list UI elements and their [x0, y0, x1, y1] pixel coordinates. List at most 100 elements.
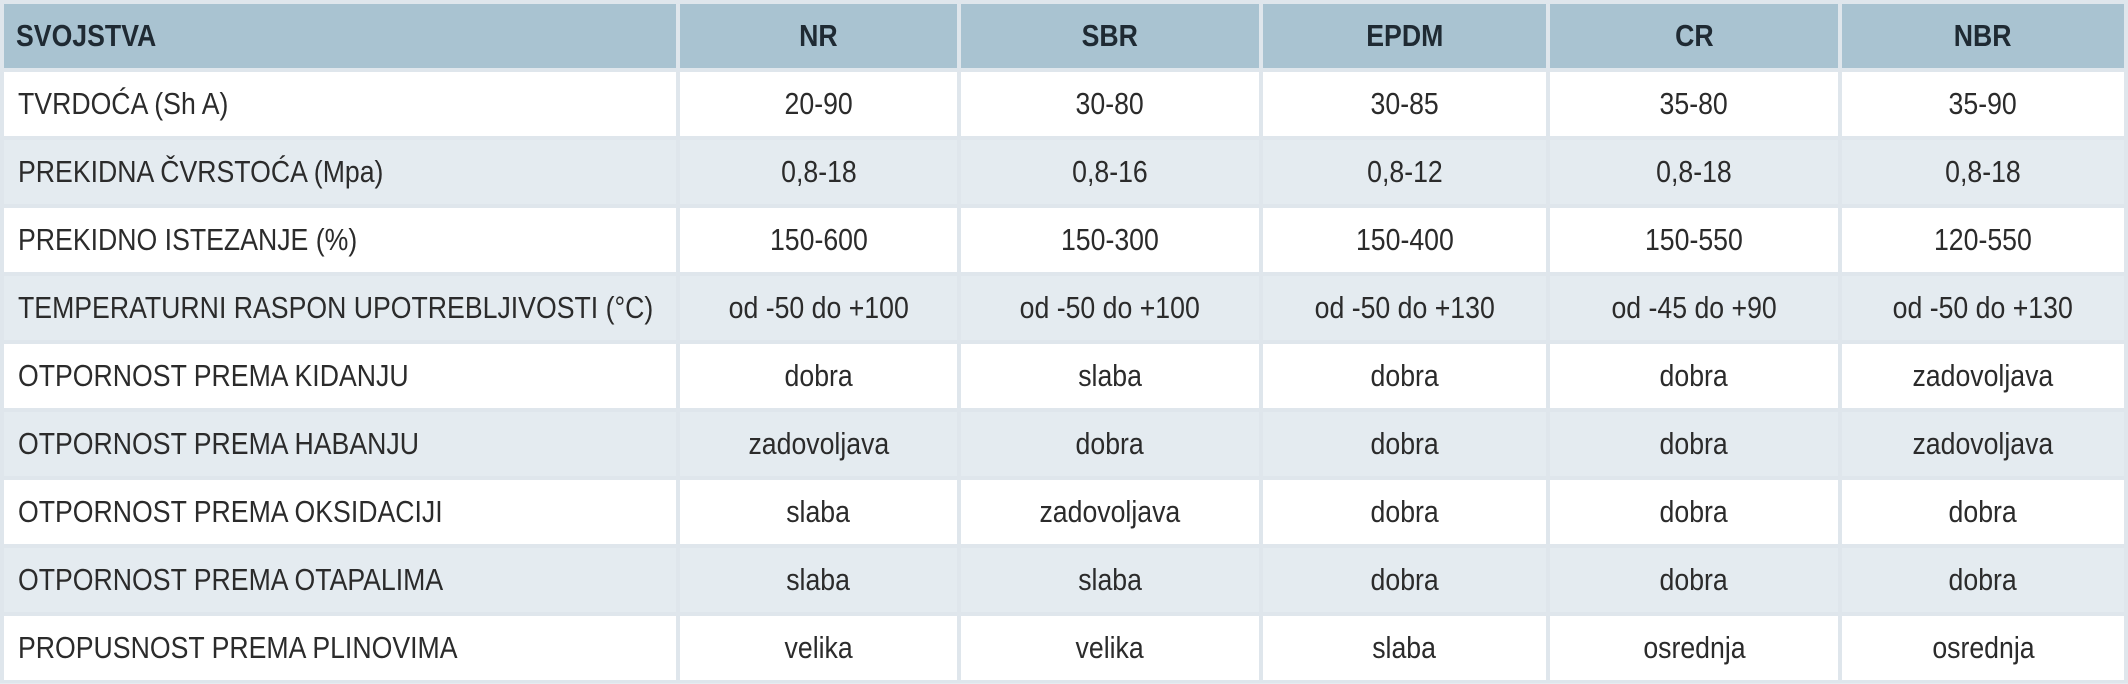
property-name-cell: PREKIDNO ISTEZANJE (%) — [4, 208, 676, 272]
table-row: OTPORNOST PREMA OTAPALIMA slaba slaba dobra… — [4, 548, 2124, 612]
property-value-cell: 0,8-12 — [1263, 140, 1546, 204]
property-value-text: dobra — [1948, 562, 2018, 597]
property-value-text: slaba — [786, 494, 851, 529]
property-value-cell: 30-85 — [1263, 72, 1546, 136]
property-value-cell: dobra — [1550, 344, 1838, 408]
table-row: OTPORNOST PREMA OKSIDACIJI slaba zadovolja… — [4, 480, 2124, 544]
property-value-text: od -45 do +90 — [1611, 290, 1777, 325]
property-value-text: zadovoljava — [1912, 358, 2054, 393]
property-value-cell: zadovoljava — [680, 412, 957, 476]
property-value-text: dobra — [1075, 426, 1145, 461]
property-value-cell: od -50 do +130 — [1842, 276, 2124, 340]
property-value-cell: 150-600 — [680, 208, 957, 272]
header-cell-nr: NR — [680, 4, 957, 68]
property-value-cell: dobra — [1842, 548, 2124, 612]
property-value-cell: zadovoljava — [1842, 344, 2124, 408]
property-value-text: osrednja — [1931, 630, 2035, 665]
table-row: TEMPERATURNI RASPON UPOTREBLJIVOSTI (°C)… — [4, 276, 2124, 340]
property-value-text: 0,8-16 — [1072, 154, 1148, 189]
property-value-cell: dobra — [1263, 412, 1546, 476]
property-value-text: 35-80 — [1659, 86, 1729, 121]
property-value-text: 0,8-18 — [1656, 154, 1732, 189]
property-value-text: dobra — [1659, 562, 1729, 597]
property-value-cell: od -45 do +90 — [1550, 276, 1838, 340]
table-row: PREKIDNO ISTEZANJE (%) 150-600 150-300 150-… — [4, 208, 2124, 272]
property-value-text: slaba — [786, 562, 851, 597]
header-cell-sbr: SBR — [961, 4, 1259, 68]
property-value-cell: dobra — [1550, 412, 1838, 476]
property-value-cell: dobra — [1842, 480, 2124, 544]
property-value-text: 30-80 — [1075, 86, 1145, 121]
property-name-cell: TEMPERATURNI RASPON UPOTREBLJIVOSTI (°C) — [4, 276, 676, 340]
table-row: PROPUSNOST PREMA PLINOVIMA velika velika sl… — [4, 616, 2124, 680]
property-value-cell: slaba — [680, 548, 957, 612]
property-value-cell: 150-400 — [1263, 208, 1546, 272]
property-value-text: 150-600 — [769, 222, 868, 257]
property-value-text: 150-550 — [1645, 222, 1743, 257]
table-row: OTPORNOST PREMA HABANJU zadovoljava dobra d… — [4, 412, 2124, 476]
property-name-text: OTPORNOST PREMA OKSIDACIJI — [18, 494, 443, 529]
property-value-text: od -50 do +100 — [728, 290, 909, 325]
property-name-text: OTPORNOST PREMA OTAPALIMA — [18, 562, 444, 597]
property-value-text: dobra — [1370, 562, 1439, 597]
property-value-text: 0,8-12 — [1366, 154, 1443, 189]
property-value-cell: slaba — [961, 548, 1259, 612]
property-name-cell: OTPORNOST PREMA HABANJU — [4, 412, 676, 476]
property-value-cell: 0,8-18 — [1550, 140, 1838, 204]
property-value-cell: dobra — [1263, 344, 1546, 408]
property-value-text: od -50 do +100 — [1019, 290, 1201, 325]
property-name-text: PREKIDNA ČVRSTOĆA (Mpa) — [18, 154, 384, 189]
property-value-cell: 150-300 — [961, 208, 1259, 272]
property-value-text: dobra — [1370, 426, 1439, 461]
property-value-text: 150-300 — [1061, 222, 1159, 257]
property-value-text: slaba — [1372, 630, 1437, 665]
property-value-cell: od -50 do +100 — [680, 276, 957, 340]
property-name-cell: OTPORNOST PREMA OTAPALIMA — [4, 548, 676, 612]
table-row: TVRDOĆA (Sh A) 20-90 30-80 30-85 35-80 35-90 — [4, 72, 2124, 136]
property-name-text: PROPUSNOST PREMA PLINOVIMA — [18, 630, 458, 665]
property-value-cell: dobra — [1263, 548, 1546, 612]
property-value-cell: slaba — [1263, 616, 1546, 680]
property-value-cell: 35-90 — [1842, 72, 2124, 136]
property-value-text: od -50 do +130 — [1892, 290, 2074, 325]
property-value-text: 20-90 — [784, 86, 853, 121]
property-value-text: 120-550 — [1934, 222, 2032, 257]
property-value-cell: 0,8-16 — [961, 140, 1259, 204]
property-value-cell: od -50 do +100 — [961, 276, 1259, 340]
property-value-text: zadovoljava — [1039, 494, 1181, 529]
property-value-cell: 150-550 — [1550, 208, 1838, 272]
header-cell-nbr: NBR — [1842, 4, 2124, 68]
table-row: OTPORNOST PREMA KIDANJU dobra slaba dobra do… — [4, 344, 2124, 408]
header-cell-properties: SVOJSTVA — [4, 4, 676, 68]
property-value-cell: 120-550 — [1842, 208, 2124, 272]
property-name-text: TEMPERATURNI RASPON UPOTREBLJIVOSTI (°C) — [18, 290, 654, 325]
property-value-text: dobra — [1948, 494, 2018, 529]
property-value-cell: 30-80 — [961, 72, 1259, 136]
property-value-cell: od -50 do +130 — [1263, 276, 1546, 340]
property-name-text: PREKIDNO ISTEZANJE (%) — [18, 222, 358, 257]
property-name-cell: TVRDOĆA (Sh A) — [4, 72, 676, 136]
property-value-text: 35-90 — [1948, 86, 2018, 121]
property-name-cell: OTPORNOST PREMA KIDANJU — [4, 344, 676, 408]
property-value-text: dobra — [1659, 358, 1729, 393]
property-value-cell: osrednja — [1842, 616, 2124, 680]
property-value-text: 0,8-18 — [1945, 154, 2021, 189]
table-row: PREKIDNA ČVRSTOĆA (Mpa) 0,8-18 0,8-16 0,8-1… — [4, 140, 2124, 204]
property-value-text: 30-85 — [1370, 86, 1439, 121]
property-value-text: dobra — [784, 358, 853, 393]
property-value-cell: dobra — [680, 344, 957, 408]
property-name-text: OTPORNOST PREMA HABANJU — [18, 426, 419, 461]
property-value-cell: zadovoljava — [961, 480, 1259, 544]
property-name-cell: PREKIDNA ČVRSTOĆA (Mpa) — [4, 140, 676, 204]
property-value-cell: dobra — [1263, 480, 1546, 544]
property-value-cell: 0,8-18 — [1842, 140, 2124, 204]
property-value-cell: osrednja — [1550, 616, 1838, 680]
property-value-cell: dobra — [1550, 548, 1838, 612]
property-value-text: dobra — [1370, 358, 1439, 393]
property-value-text: zadovoljava — [748, 426, 889, 461]
property-value-cell: 35-80 — [1550, 72, 1838, 136]
property-value-text: osrednja — [1642, 630, 1746, 665]
property-value-cell: 20-90 — [680, 72, 957, 136]
